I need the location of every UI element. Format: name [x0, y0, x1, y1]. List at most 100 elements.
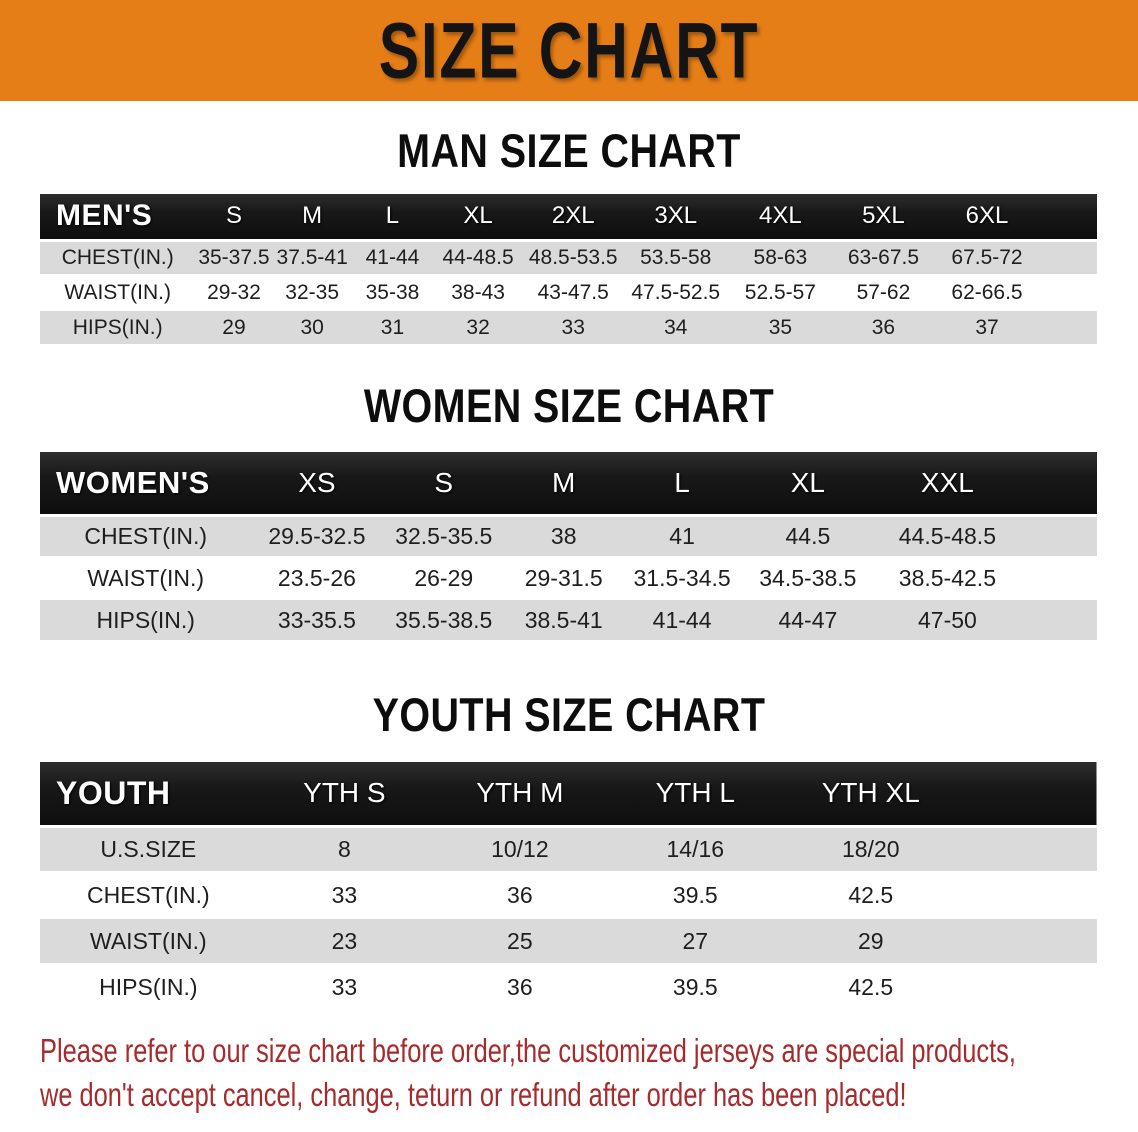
women-waist-row: WAIST(IN.) 23.5-26 26-29 29-31.5 31.5-34… [40, 557, 1097, 600]
cell: 36 [432, 872, 608, 919]
cell: 44.5 [741, 515, 874, 558]
cell: 39.5 [607, 964, 784, 1011]
cell: 29-32 [195, 275, 273, 311]
cell: 30 [272, 310, 352, 346]
women-col-s: S [382, 452, 506, 517]
row-label: HIPS(IN.) [40, 310, 196, 346]
women-col-m: M [505, 452, 623, 517]
row-label: HIPS(IN.) [40, 599, 252, 642]
men-col-6xl: 6XL [934, 194, 1040, 242]
cell: 38.5-42.5 [873, 557, 1021, 600]
cell: 35-37.5 [195, 240, 273, 276]
cell: 53.5-58 [623, 240, 729, 276]
cell: 33 [523, 310, 624, 346]
cell: 23 [256, 918, 433, 965]
youth-header-row: YOUTH YTH S YTH M YTH L YTH XL [40, 762, 1097, 828]
men-col-3xl: 3XL [623, 194, 729, 242]
women-chest-row: CHEST(IN.) 29.5-32.5 32.5-35.5 38 41 44.… [40, 515, 1097, 558]
row-label: WAIST(IN.) [40, 918, 257, 965]
youth-size-table: YOUTH YTH S YTH M YTH L YTH XL U.S.SIZE … [40, 762, 1097, 1011]
men-col-5xl: 5XL [832, 194, 935, 242]
women-col-l: L [622, 452, 742, 517]
cell: 33-35.5 [251, 599, 383, 642]
cell: 38.5-41 [505, 599, 623, 642]
youth-col-m: YTH M [432, 762, 608, 828]
cell: 39.5 [607, 872, 784, 919]
men-section-title: MAN SIZE CHART [397, 124, 741, 177]
cell: 41-44 [351, 240, 434, 276]
women-size-table: WOMEN'S XS S M L XL XXL CHEST(IN.) 29.5-… [40, 452, 1097, 642]
cell: 41 [622, 515, 742, 558]
women-hips-row: HIPS(IN.) 33-35.5 35.5-38.5 38.5-41 41-4… [40, 599, 1097, 642]
cell: 32-35 [272, 275, 352, 311]
disclaimer: Please refer to our size chart before or… [40, 1029, 1138, 1117]
cell: 48.5-53.5 [523, 240, 624, 276]
cell: 8 [256, 826, 433, 873]
cell: 32 [433, 310, 524, 346]
men-table-title: MEN'S [40, 194, 196, 242]
cell: 29.5-32.5 [251, 515, 383, 558]
cell: 32.5-35.5 [382, 515, 506, 558]
row-filler [958, 872, 1097, 919]
cell: 67.5-72 [934, 240, 1040, 276]
row-label: CHEST(IN.) [40, 515, 252, 558]
youth-hips-row: HIPS(IN.) 33 36 39.5 42.5 [40, 964, 1097, 1011]
row-filler [1020, 599, 1097, 642]
women-header-row: WOMEN'S XS S M L XL XXL [40, 452, 1097, 517]
cell: 18/20 [783, 826, 959, 873]
cell: 31.5-34.5 [622, 557, 742, 600]
cell: 58-63 [728, 240, 833, 276]
men-chest-row: CHEST(IN.) 35-37.5 37.5-41 41-44 44-48.5… [40, 240, 1097, 276]
cell: 47-50 [873, 599, 1021, 642]
cell: 10/12 [432, 826, 608, 873]
youth-section-title: YOUTH SIZE CHART [372, 688, 766, 741]
cell: 33 [256, 872, 433, 919]
cell: 44.5-48.5 [873, 515, 1021, 558]
cell: 29 [783, 918, 959, 965]
cell: 42.5 [783, 964, 959, 1011]
row-filler [958, 964, 1097, 1011]
row-filler [1020, 557, 1097, 600]
cell: 37 [934, 310, 1040, 346]
disclaimer-line-2: we don't accept cancel, change, teturn o… [40, 1076, 907, 1113]
youth-chest-row: CHEST(IN.) 33 36 39.5 42.5 [40, 872, 1097, 919]
row-label: WAIST(IN.) [40, 557, 252, 600]
row-filler [1039, 275, 1097, 311]
men-waist-row: WAIST(IN.) 29-32 32-35 35-38 38-43 43-47… [40, 275, 1097, 311]
women-col-xs: XS [251, 452, 383, 517]
men-size-table: MEN'S S M L XL 2XL 3XL 4XL 5XL 6XL CHEST… [40, 194, 1097, 346]
cell: 62-66.5 [934, 275, 1040, 311]
cell: 57-62 [832, 275, 935, 311]
header-filler [1020, 452, 1097, 517]
cell: 25 [432, 918, 608, 965]
row-filler [1020, 515, 1097, 558]
cell: 43-47.5 [523, 275, 624, 311]
row-label: HIPS(IN.) [40, 964, 257, 1011]
row-label: CHEST(IN.) [40, 872, 257, 919]
cell: 31 [351, 310, 434, 346]
women-table-title: WOMEN'S [40, 452, 252, 517]
cell: 29 [195, 310, 273, 346]
men-col-s: S [195, 194, 273, 242]
row-filler [1039, 240, 1097, 276]
youth-col-l: YTH L [607, 762, 784, 828]
row-label: CHEST(IN.) [40, 240, 196, 276]
cell: 34 [623, 310, 729, 346]
men-col-l: L [351, 194, 434, 242]
men-header-row: MEN'S S M L XL 2XL 3XL 4XL 5XL 6XL [40, 194, 1097, 242]
header-filler [1039, 194, 1097, 242]
men-col-2xl: 2XL [523, 194, 624, 242]
cell: 14/16 [607, 826, 784, 873]
cell: 44-48.5 [433, 240, 524, 276]
banner-title: SIZE CHART [378, 5, 760, 94]
cell: 38-43 [433, 275, 524, 311]
cell: 35.5-38.5 [382, 599, 506, 642]
cell: 27 [607, 918, 784, 965]
row-label: WAIST(IN.) [40, 275, 196, 311]
youth-col-s: YTH S [256, 762, 433, 828]
youth-waist-row: WAIST(IN.) 23 25 27 29 [40, 918, 1097, 965]
cell: 29-31.5 [505, 557, 623, 600]
men-col-m: M [272, 194, 352, 242]
row-label: U.S.SIZE [40, 826, 257, 873]
header-filler [958, 762, 1097, 828]
